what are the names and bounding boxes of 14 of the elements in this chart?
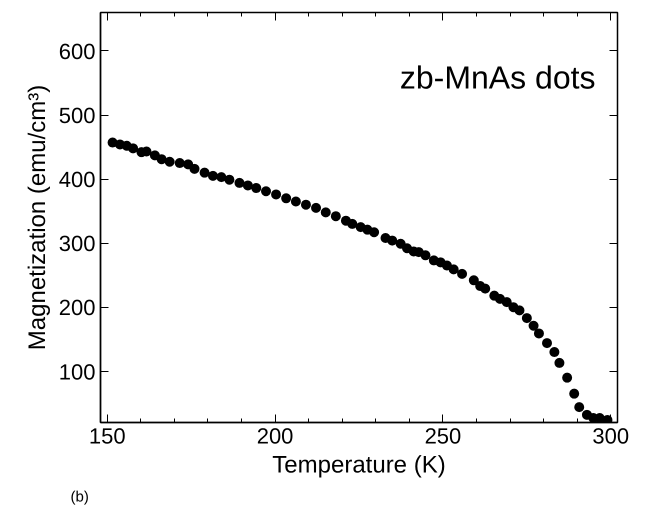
y-tick-label: 100 [58,359,96,384]
annotation: zb-MnAs dots [400,60,596,96]
y-tick-label: 300 [58,231,96,256]
y-tick-label: 500 [58,103,96,128]
text: (b) [70,488,89,506]
y-tick-label: 600 [58,38,96,64]
x-tick-label: 150 [88,424,126,448]
y-tick-label: 400 [58,167,96,192]
x-tick-label: 200 [256,424,294,448]
y-tick-label: 200 [58,295,96,320]
x-tick-label: 250 [424,424,462,448]
x-axis-title: Temperature (K) [272,452,446,478]
x-tick-label: 300 [592,424,630,448]
y-axis-title: Magnetization (emu/cm³) [24,84,51,350]
